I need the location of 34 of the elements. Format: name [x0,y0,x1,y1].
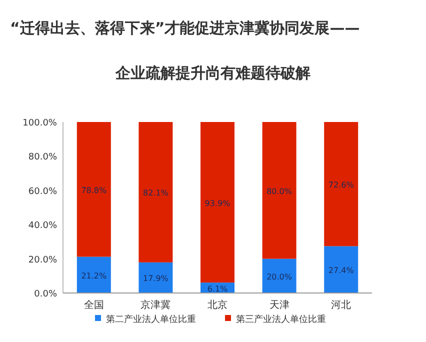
legend-label: 第二产业法人单位比重 [106,314,196,325]
bar [138,122,173,262]
x-tick-label: 京津冀 [140,299,171,311]
bar [76,122,111,257]
x-tick-label: 天津 [269,299,290,311]
y-tick-label: 20.0% [28,255,58,266]
chart-title: “迁得出去、落得下来”才能促进京津冀协同发展—— [10,19,360,37]
data-label: 78.8% [81,186,107,195]
data-label: 27.4% [328,266,354,276]
x-tick-label: 河北 [331,299,352,311]
data-label: 80.0% [266,186,292,196]
data-label: 21.2% [81,271,107,280]
legend-label: 第三产业法人单位比重 [236,314,326,325]
data-label: 82.1% [142,188,169,198]
data-label: 20.0% [266,272,292,282]
bar [262,258,296,293]
x-tick-label: 全国 [84,299,104,311]
bar [324,246,358,293]
bar [324,122,358,246]
data-label: 93.9% [204,198,231,208]
y-tick-label: 80.0% [28,152,58,163]
data-label: 17.9% [142,274,169,284]
bar [138,262,173,293]
y-tick-label: 40.0% [28,221,58,232]
data-label: 72.6% [328,180,354,190]
x-tick-label: 北京 [208,299,228,311]
bar [262,122,296,259]
bar [200,122,234,283]
y-tick-label: 100.0% [22,118,58,128]
bar [76,256,111,293]
data-label: 6.1% [207,284,228,294]
chart-subtitle: 企业疏解提升尚有难题待破解 [114,64,310,82]
y-tick-label: 0.0% [34,290,58,300]
y-tick-label: 60.0% [28,186,58,197]
